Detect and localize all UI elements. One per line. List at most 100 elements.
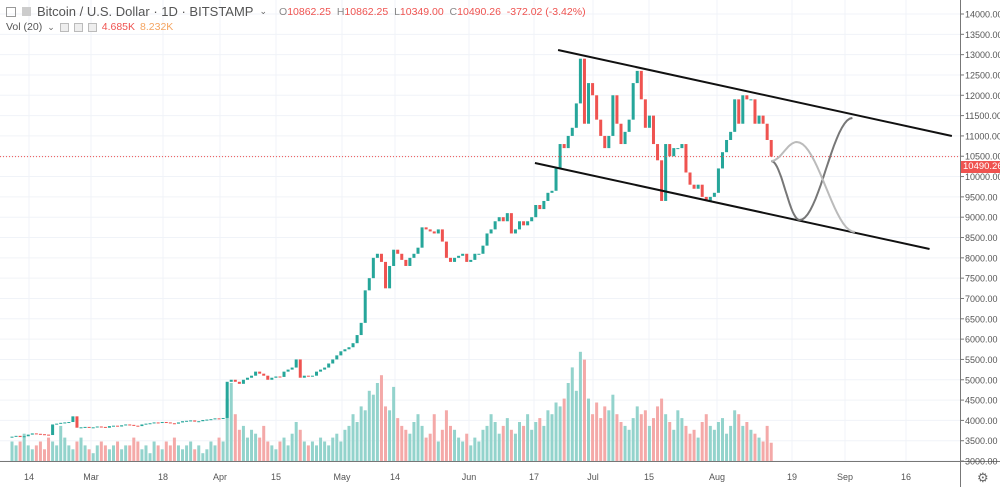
candle [266, 375, 270, 380]
candle [530, 217, 534, 222]
volume-bar [233, 414, 237, 461]
volume-bar [229, 383, 233, 461]
volume-bar [379, 375, 383, 461]
candle [160, 422, 164, 424]
volume-bar [205, 449, 209, 461]
volume-bar [298, 429, 302, 461]
candle [615, 95, 619, 124]
close-icon[interactable] [87, 22, 97, 32]
candle [721, 152, 724, 169]
candle [611, 95, 615, 136]
candle [534, 205, 538, 218]
candle [704, 196, 708, 201]
volume-bar [302, 441, 306, 461]
projection-up-then-down [771, 140, 856, 233]
volume-bar [396, 418, 400, 461]
candle [765, 123, 769, 140]
candle [14, 435, 18, 437]
volume-bar [148, 453, 152, 461]
price-axis[interactable]: 14000.00 13500.00 13000.00 12500.00 12000.00… [960, 10, 1000, 467]
candle [181, 421, 185, 423]
chevron-down-icon[interactable]: ⌄ [47, 21, 55, 32]
y-tick-label: 9500.00 [965, 192, 998, 202]
collapse-icon[interactable] [6, 6, 16, 17]
candle [286, 369, 290, 372]
candle [274, 376, 278, 378]
candle [278, 376, 282, 378]
candle [477, 253, 481, 255]
volume-bar [241, 425, 245, 461]
channel-upper [557, 49, 953, 137]
y-tick-label: 9000.00 [965, 213, 998, 223]
candle [647, 115, 651, 128]
candle [245, 377, 249, 380]
gear-icon[interactable]: ⚙ [977, 470, 989, 485]
volume-bar [140, 449, 144, 461]
symbol-title[interactable]: Bitcoin / U.S. Dollar · 1D · BITSTAMP [37, 4, 254, 19]
volume-bar [623, 425, 627, 461]
volume-bar [107, 449, 111, 461]
y-tick-label: 8500.00 [965, 233, 998, 243]
candle [660, 160, 664, 201]
candle [526, 221, 530, 226]
candle [428, 229, 432, 232]
volume-bar [570, 367, 574, 461]
candle [197, 421, 201, 423]
chevron-down-icon[interactable]: ⌄ [259, 6, 268, 16]
volume-bar [18, 441, 22, 461]
volume-bar [201, 453, 205, 461]
x-tick-label: 15 [271, 472, 281, 482]
volume-bar [335, 433, 339, 461]
y-tick-label: 7000.00 [965, 294, 998, 304]
candle [688, 172, 692, 185]
candle [375, 253, 379, 258]
time-axis[interactable]: 14 Mar 18 Apr 15 May 14 Jun 17 Jul 15 Aug 19 Sep 16 [24, 472, 911, 482]
volume-bar [526, 414, 530, 461]
volume-indicator-label[interactable]: Vol (20) [6, 21, 43, 33]
candle [725, 139, 729, 153]
volume-bar [132, 437, 136, 461]
candle [209, 419, 213, 421]
volume-bar [79, 437, 83, 461]
volume-bar [152, 441, 156, 461]
volume-bar [643, 410, 647, 461]
volume-bar [424, 437, 428, 461]
volume-bar [721, 418, 724, 461]
candle [712, 192, 716, 197]
candle [562, 144, 566, 149]
candle [310, 375, 314, 377]
candle [315, 371, 318, 376]
candle [607, 135, 611, 149]
candle [546, 192, 550, 201]
volume-bar [481, 429, 485, 461]
eye-icon[interactable] [59, 22, 69, 32]
candle [481, 245, 485, 254]
volume-bar [172, 437, 176, 461]
volume-bar [574, 390, 578, 461]
volume-bar [294, 422, 298, 461]
candle [124, 424, 128, 426]
candle [319, 369, 323, 372]
volume-bar [603, 406, 607, 461]
candle [729, 131, 733, 140]
candle [95, 426, 99, 428]
candle [680, 144, 684, 149]
candle [323, 367, 327, 370]
candle [302, 375, 306, 378]
candle [603, 135, 607, 149]
candle [676, 148, 680, 150]
volume-bar [181, 449, 185, 461]
volume-bar [619, 422, 623, 461]
volume-bar [47, 437, 51, 461]
volume-bar [534, 422, 538, 461]
volume-bar [656, 406, 660, 461]
candle [448, 257, 452, 262]
volume-bar [156, 445, 160, 461]
volume-bar [51, 441, 55, 461]
candle [404, 259, 408, 266]
drawings[interactable] [534, 49, 953, 250]
volume-bar [164, 441, 168, 461]
settings-icon[interactable] [73, 22, 83, 32]
volume-bar [753, 433, 757, 461]
